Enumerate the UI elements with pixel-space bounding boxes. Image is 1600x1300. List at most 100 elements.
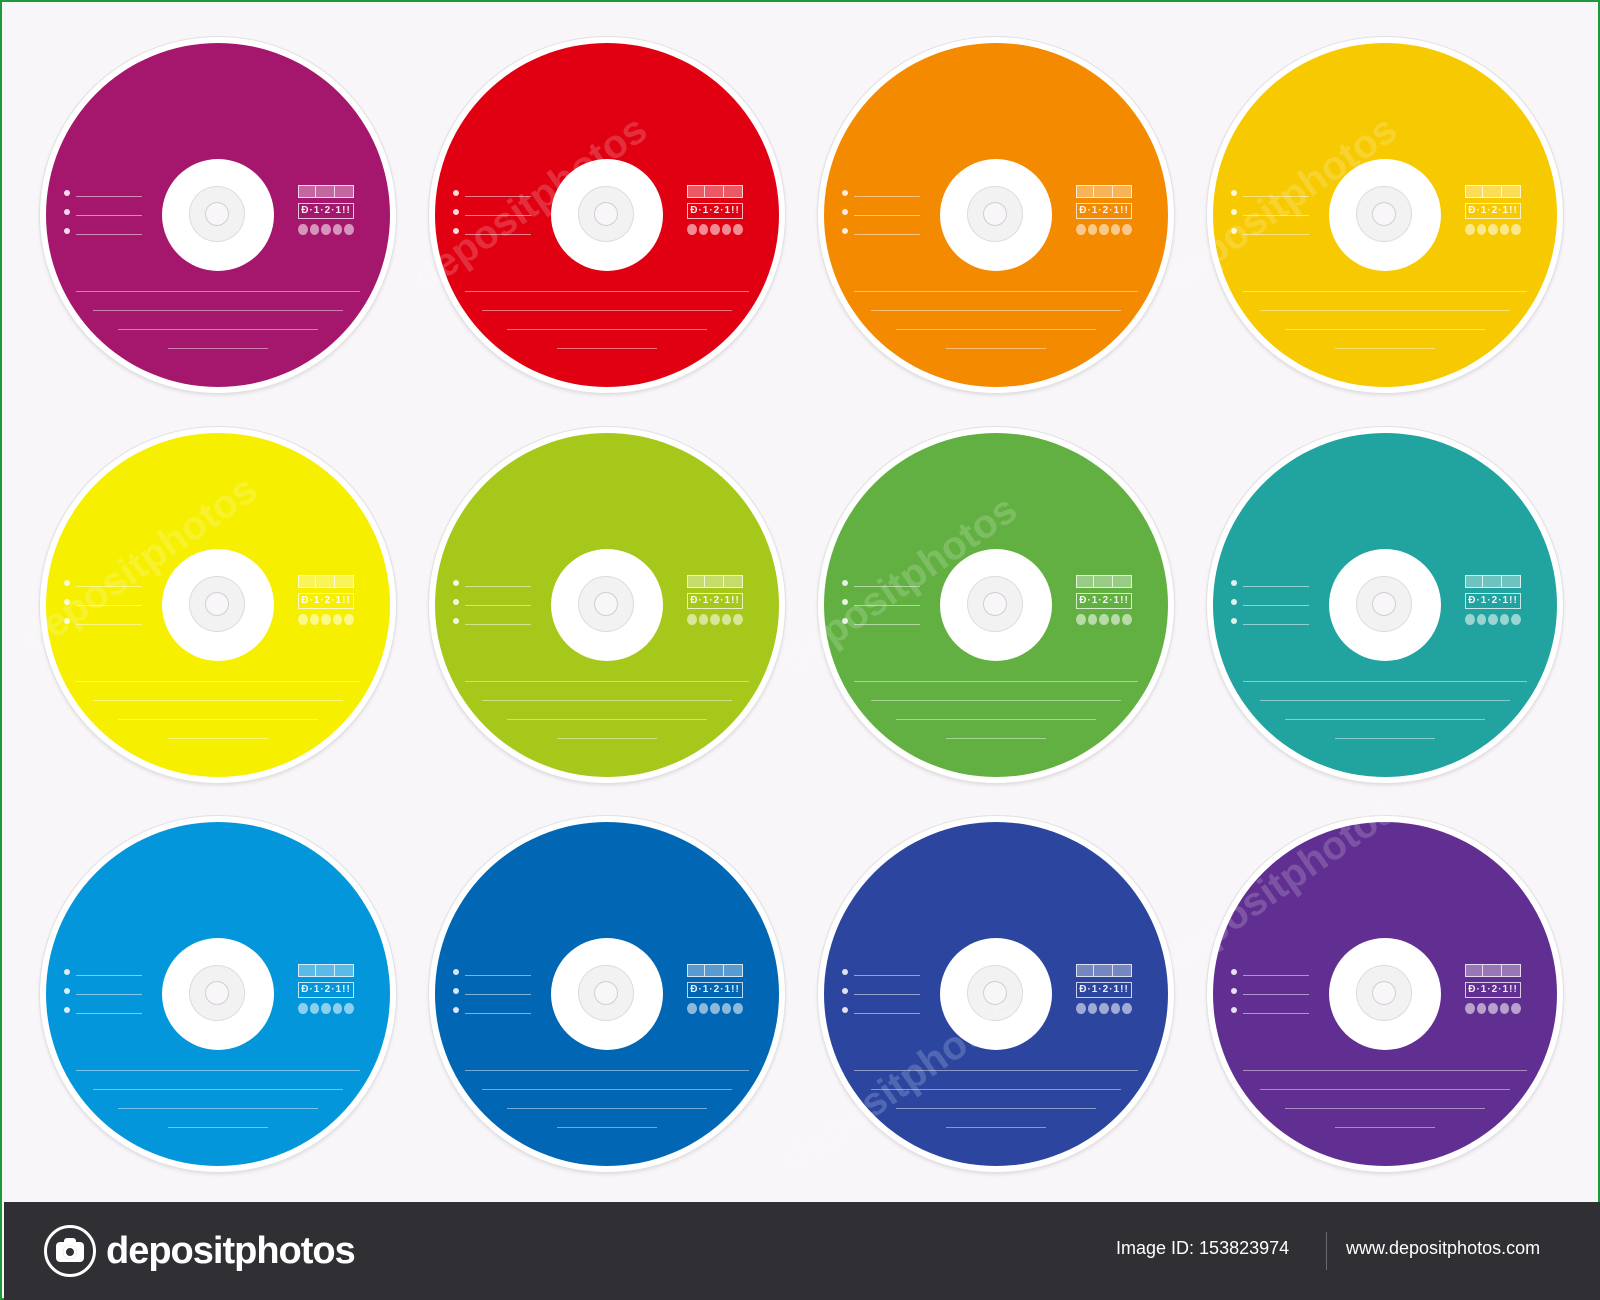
bullet-dot: [842, 969, 848, 975]
disc-center-hole: [205, 592, 229, 616]
disc-center-hole: [594, 981, 618, 1005]
disc-write-lines: [465, 681, 749, 757]
brand-logo[interactable]: depositphotos: [44, 1224, 356, 1278]
disc-label-face: Đ·1·2·1!!: [435, 822, 779, 1166]
disc-label-face: Đ·1·2·1!!: [1213, 433, 1557, 777]
bullet-dot: [64, 618, 70, 624]
bullet-dot: [842, 228, 848, 234]
disc-format-logo: Đ·1·2·1!!: [1465, 575, 1521, 625]
disc-hub: [162, 938, 274, 1050]
bullet-dot: [64, 969, 70, 975]
cd-disc: Đ·1·2·1!!: [40, 37, 396, 393]
bullet-dot: [1231, 618, 1237, 624]
disc-format-logo: Đ·1·2·1!!: [1465, 185, 1521, 235]
disc-format-logo: Đ·1·2·1!!: [298, 575, 354, 625]
camera-icon: [44, 1225, 96, 1277]
bullet-dot: [453, 209, 459, 215]
disc-format-logo: Đ·1·2·1!!: [1076, 575, 1132, 625]
disc-center-hole: [1372, 202, 1396, 226]
bullet-dot: [453, 618, 459, 624]
bullet-dot: [1231, 190, 1237, 196]
bullet-dot: [64, 228, 70, 234]
disc-write-lines: [76, 1070, 360, 1146]
bullet-dot: [453, 580, 459, 586]
cd-disc: Đ·1·2·1!!: [818, 816, 1174, 1172]
cd-disc: Đ·1·2·1!!: [40, 427, 396, 783]
image-id-label: Image ID:: [1116, 1238, 1195, 1258]
disc-hub: [551, 159, 663, 271]
disc-bullet-list: [1231, 966, 1311, 1023]
disc-center-hole: [1372, 981, 1396, 1005]
disc-bullet-list: [842, 577, 922, 634]
bullet-dot: [842, 580, 848, 586]
disc-format-label: Đ·1·2·1!!: [1076, 982, 1132, 998]
bullet-dot: [64, 580, 70, 586]
disc-grid: Đ·1·2·1!! Đ·1·2·1!! Đ·1·2·1!! Đ·1·2·1!! Đ·1·…: [2, 2, 1600, 1202]
disc-center-hole: [594, 202, 618, 226]
bullet-dot: [842, 988, 848, 994]
disc-bullet-list: [453, 577, 533, 634]
disc-hub: [940, 549, 1052, 661]
disc-label-face: Đ·1·2·1!!: [1213, 822, 1557, 1166]
bullet-dot: [453, 988, 459, 994]
bullet-dot: [842, 1007, 848, 1013]
cd-disc: Đ·1·2·1!!: [818, 427, 1174, 783]
disc-write-lines: [465, 291, 749, 367]
disc-write-lines: [854, 291, 1138, 367]
disc-format-logo: Đ·1·2·1!!: [298, 185, 354, 235]
disc-bullet-list: [453, 966, 533, 1023]
disc-hub: [162, 549, 274, 661]
disc-format-logo: Đ·1·2·1!!: [1076, 964, 1132, 1014]
bullet-dot: [1231, 580, 1237, 586]
disc-format-label: Đ·1·2·1!!: [298, 982, 354, 998]
disc-bullet-list: [1231, 187, 1311, 244]
disc-format-label: Đ·1·2·1!!: [1465, 203, 1521, 219]
disc-label-face: Đ·1·2·1!!: [1213, 43, 1557, 387]
disc-format-label: Đ·1·2·1!!: [1076, 203, 1132, 219]
cd-disc: Đ·1·2·1!!: [1207, 816, 1563, 1172]
disc-label-face: Đ·1·2·1!!: [824, 433, 1168, 777]
bullet-dot: [64, 1007, 70, 1013]
disc-hub: [940, 938, 1052, 1050]
cd-disc: Đ·1·2·1!!: [40, 816, 396, 1172]
disc-format-logo: Đ·1·2·1!!: [1465, 964, 1521, 1014]
bullet-dot: [1231, 988, 1237, 994]
image-id-text: Image ID: 153823974: [1116, 1238, 1289, 1259]
image-id-value: 153823974: [1199, 1238, 1290, 1258]
bullet-dot: [453, 969, 459, 975]
disc-bullet-list: [842, 966, 922, 1023]
disc-format-label: Đ·1·2·1!!: [687, 203, 743, 219]
disc-bullet-list: [842, 187, 922, 244]
bullet-dot: [453, 228, 459, 234]
disc-label-face: Đ·1·2·1!!: [824, 822, 1168, 1166]
bullet-dot: [842, 599, 848, 605]
disc-center-hole: [1372, 592, 1396, 616]
disc-bullet-list: [64, 966, 144, 1023]
disc-format-label: Đ·1·2·1!!: [687, 593, 743, 609]
bullet-dot: [842, 190, 848, 196]
disc-hub: [162, 159, 274, 271]
bullet-dot: [842, 209, 848, 215]
disc-label-face: Đ·1·2·1!!: [46, 43, 390, 387]
disc-write-lines: [76, 291, 360, 367]
disc-format-label: Đ·1·2·1!!: [1465, 593, 1521, 609]
disc-label-face: Đ·1·2·1!!: [824, 43, 1168, 387]
disc-hub: [1329, 159, 1441, 271]
disc-write-lines: [76, 681, 360, 757]
bullet-dot: [64, 209, 70, 215]
bullet-dot: [453, 1007, 459, 1013]
disc-center-hole: [983, 981, 1007, 1005]
bullet-dot: [453, 190, 459, 196]
cd-disc: Đ·1·2·1!!: [429, 37, 785, 393]
disc-center-hole: [205, 202, 229, 226]
disc-write-lines: [854, 681, 1138, 757]
disc-format-label: Đ·1·2·1!!: [1076, 593, 1132, 609]
disc-hub: [1329, 549, 1441, 661]
disc-write-lines: [1243, 1070, 1527, 1146]
disc-center-hole: [983, 592, 1007, 616]
disc-format-label: Đ·1·2·1!!: [298, 203, 354, 219]
footer-divider: [1326, 1232, 1327, 1270]
bullet-dot: [842, 618, 848, 624]
bullet-dot: [1231, 599, 1237, 605]
site-url-link[interactable]: www.depositphotos.com: [1346, 1238, 1541, 1258]
